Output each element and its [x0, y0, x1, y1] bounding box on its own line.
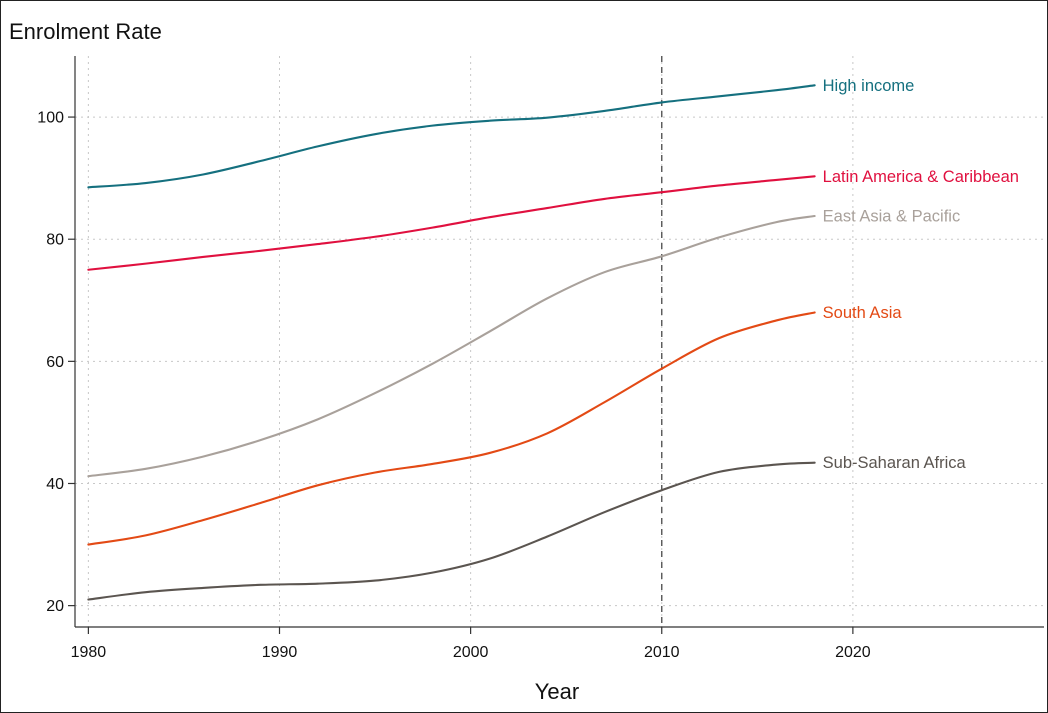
x-tick-label: 1990 — [262, 644, 298, 661]
x-tick-label: 2000 — [453, 644, 489, 661]
y-tick-label: 100 — [37, 110, 64, 127]
y-tick-label: 20 — [46, 598, 64, 615]
axes: 20 40 60 80 100 1980 1990 2000 2010 2020 — [37, 56, 1044, 661]
series-line-south-asia — [87, 311, 816, 546]
series-line-east-asia-pacific — [87, 214, 816, 478]
x-tick-label: 2020 — [835, 644, 871, 661]
series-label-latin-america-caribbean: Latin America & Caribbean — [823, 168, 1019, 186]
x-tick-label: 1980 — [71, 644, 107, 661]
x-tick-label: 2010 — [644, 644, 680, 661]
series-label-south-asia: South Asia — [823, 304, 903, 322]
y-tick-label: 60 — [46, 354, 64, 371]
y-tick-label: 80 — [46, 232, 64, 249]
y-tick-label: 40 — [46, 476, 64, 493]
series-label-east-asia-pacific: East Asia & Pacific — [823, 208, 961, 226]
y-axis-title: Enrolment Rate — [9, 19, 162, 44]
series-label-high-income: High income — [823, 77, 915, 95]
series-line-high-income — [87, 84, 816, 189]
series-line-sub-saharan-africa — [87, 461, 816, 601]
series-label-sub-saharan-africa: Sub-Saharan Africa — [823, 454, 967, 472]
series-labels: High income Latin America & Caribbean East… — [823, 77, 1019, 472]
x-axis-title: Year — [535, 679, 579, 704]
series-lines — [87, 84, 816, 601]
series-line-latin-america-caribbean — [87, 175, 816, 271]
grid — [75, 56, 1044, 627]
